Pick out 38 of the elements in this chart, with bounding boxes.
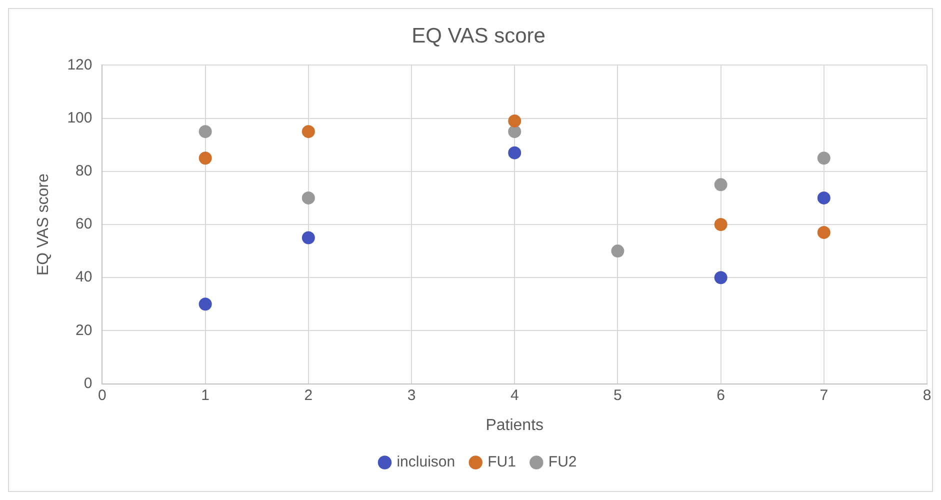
y-axis-title: EQ VAS score: [35, 173, 52, 276]
point: [508, 114, 522, 128]
legend-label: incluison: [396, 454, 456, 471]
point: [302, 191, 315, 204]
point: [198, 152, 212, 165]
x-tick-label: 3: [407, 386, 416, 404]
point: [817, 191, 830, 204]
point: [302, 231, 315, 244]
point: [508, 146, 522, 160]
point: [714, 178, 728, 192]
point: [198, 125, 212, 138]
y-tick-label: 100: [67, 109, 92, 126]
point: [817, 226, 830, 239]
point: [714, 271, 728, 284]
y-tick-label: 40: [76, 268, 92, 286]
x-axis-title: Patients: [486, 416, 544, 434]
x-tick-label: 5: [614, 386, 622, 404]
x-tick-label: 1: [201, 386, 210, 404]
y-tick-label: 0: [84, 374, 92, 392]
chart-title: EQ VAS score: [412, 24, 546, 48]
y-tick-label: 80: [76, 162, 92, 180]
point: [508, 125, 522, 138]
y-tick-label: 20: [76, 322, 92, 339]
legend-label: FU1: [488, 454, 516, 471]
point: [198, 298, 212, 311]
y-tick-label: 120: [67, 56, 92, 74]
x-tick-label: 7: [820, 386, 828, 404]
legend-label: FU2: [548, 454, 577, 471]
point: [817, 152, 830, 165]
y-tick-label: 60: [76, 216, 92, 233]
point: [611, 244, 624, 258]
x-tick-label: 4: [510, 386, 519, 404]
x-tick-label: 8: [922, 386, 932, 404]
point: [302, 125, 315, 138]
x-tick-label: 2: [304, 386, 313, 404]
x-tick-label: 6: [716, 386, 725, 404]
x-tick-label: 0: [98, 386, 106, 404]
point: [714, 218, 728, 231]
